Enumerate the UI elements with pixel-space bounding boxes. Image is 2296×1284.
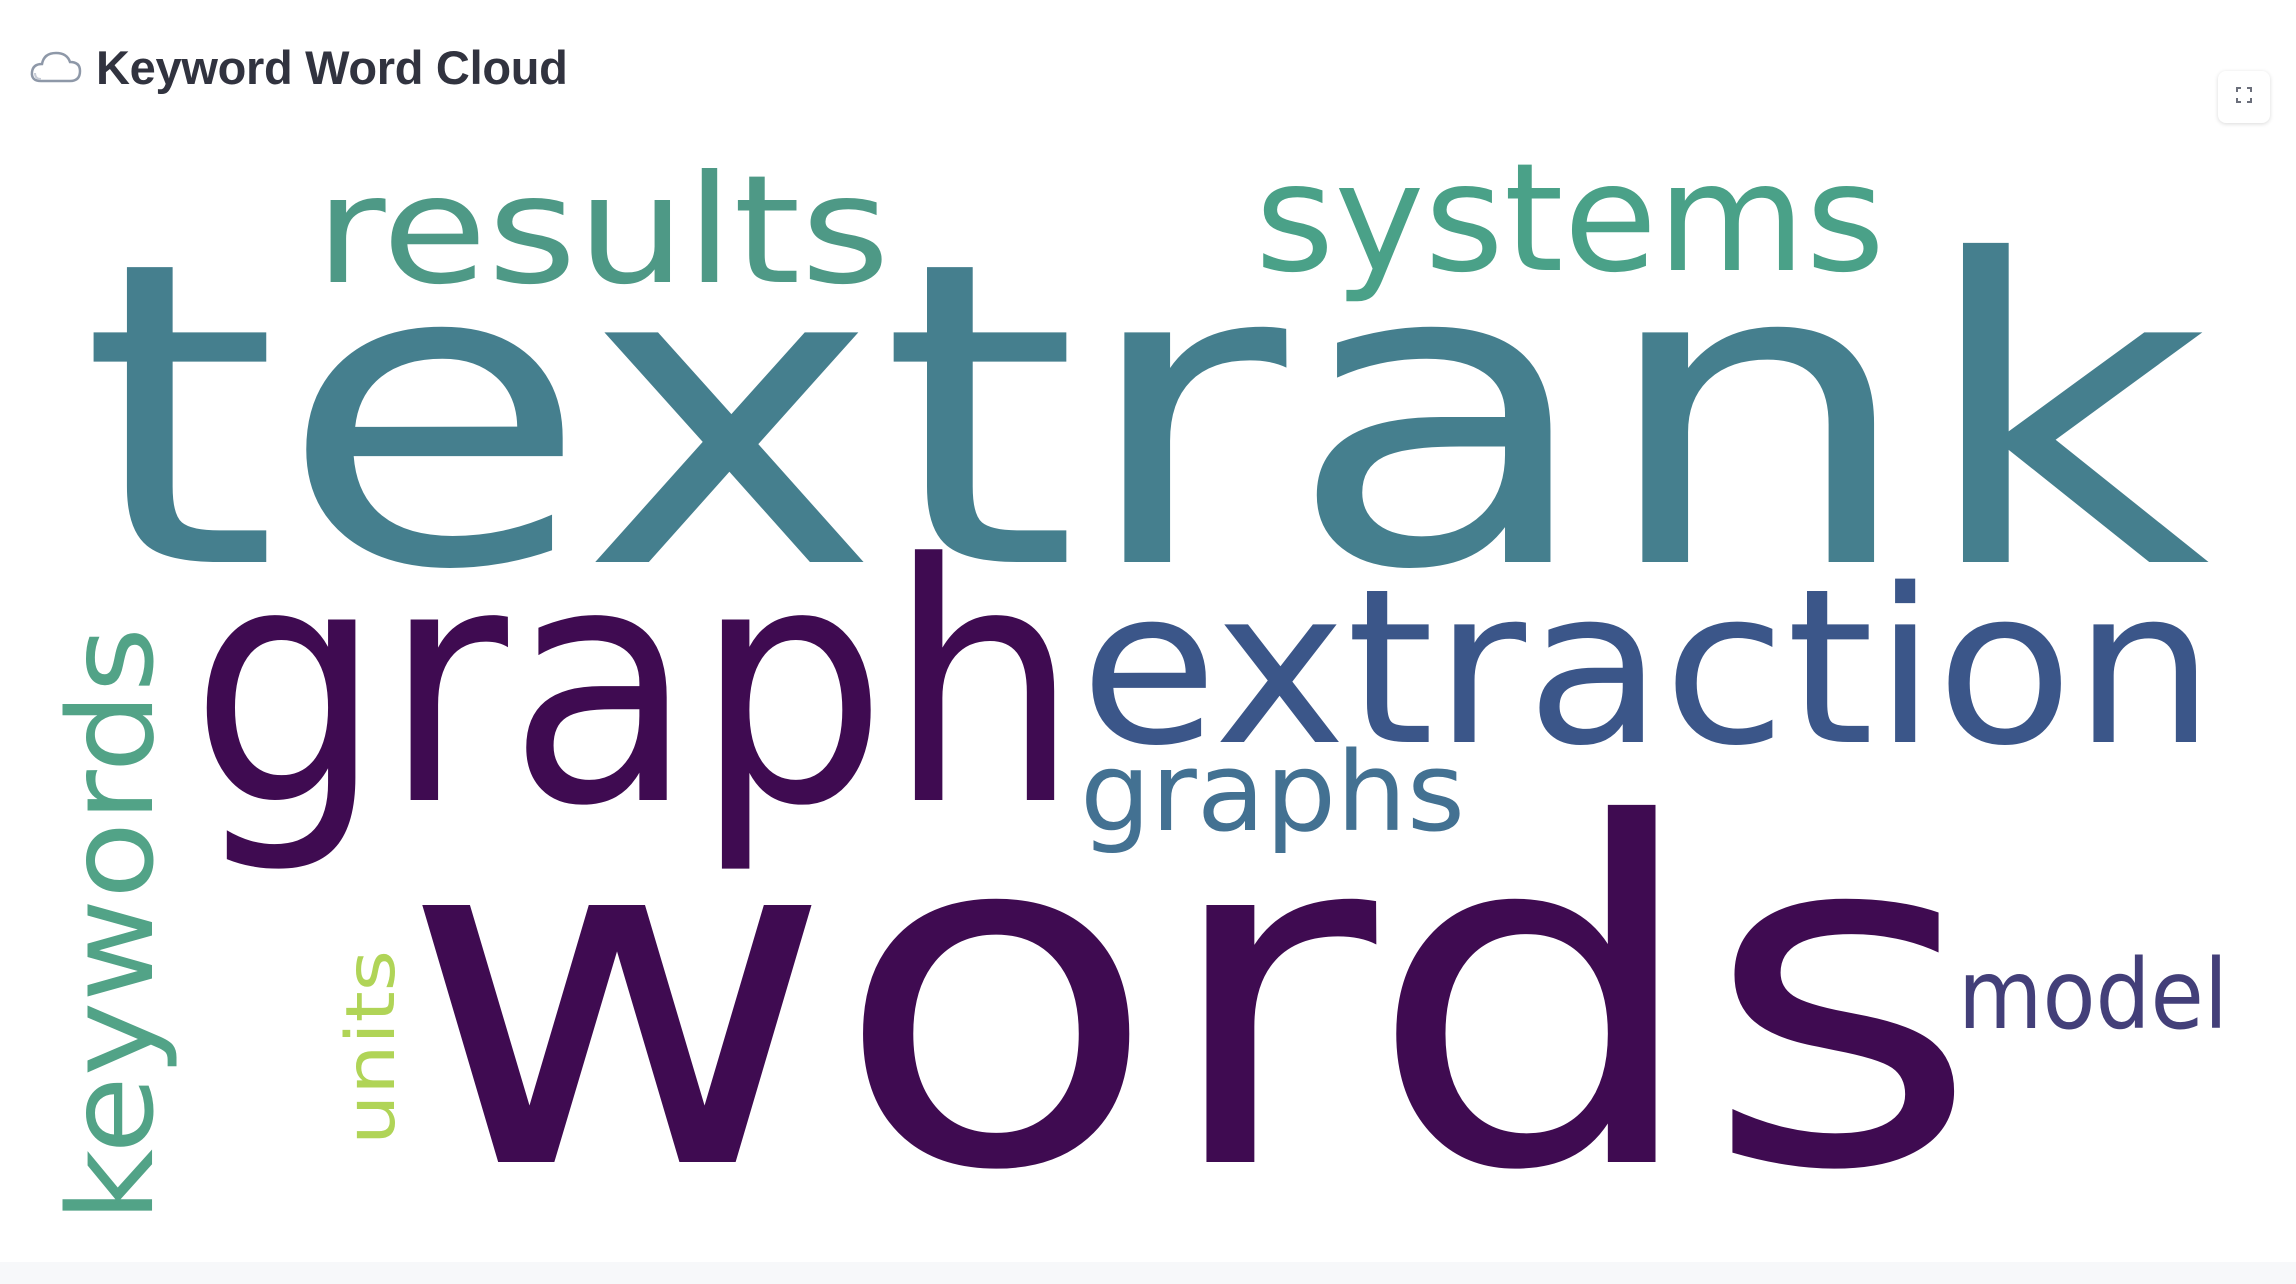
word-model: model	[1958, 939, 2228, 1051]
word-keywords: keywords	[42, 627, 180, 1222]
word-words: words	[400, 726, 1980, 1262]
word-extraction: extraction	[1080, 542, 2215, 793]
word-systems: systems	[1255, 132, 1885, 306]
header: Keyword Word Cloud	[28, 32, 568, 102]
word-graph: graph	[190, 494, 1080, 878]
word-cloud-image: textrank words graph extraction systems …	[0, 110, 2296, 1262]
word-units: units	[332, 950, 411, 1145]
bottom-band	[0, 1262, 2296, 1284]
word-graphs: graphs	[1080, 728, 1465, 856]
word-textrank: textrank	[80, 173, 2210, 662]
fullscreen-icon	[2234, 85, 2254, 110]
word-results: results	[315, 144, 890, 318]
page-title: Keyword Word Cloud	[96, 40, 568, 94]
fullscreen-button[interactable]	[2218, 71, 2270, 123]
cloud-icon	[28, 45, 84, 89]
